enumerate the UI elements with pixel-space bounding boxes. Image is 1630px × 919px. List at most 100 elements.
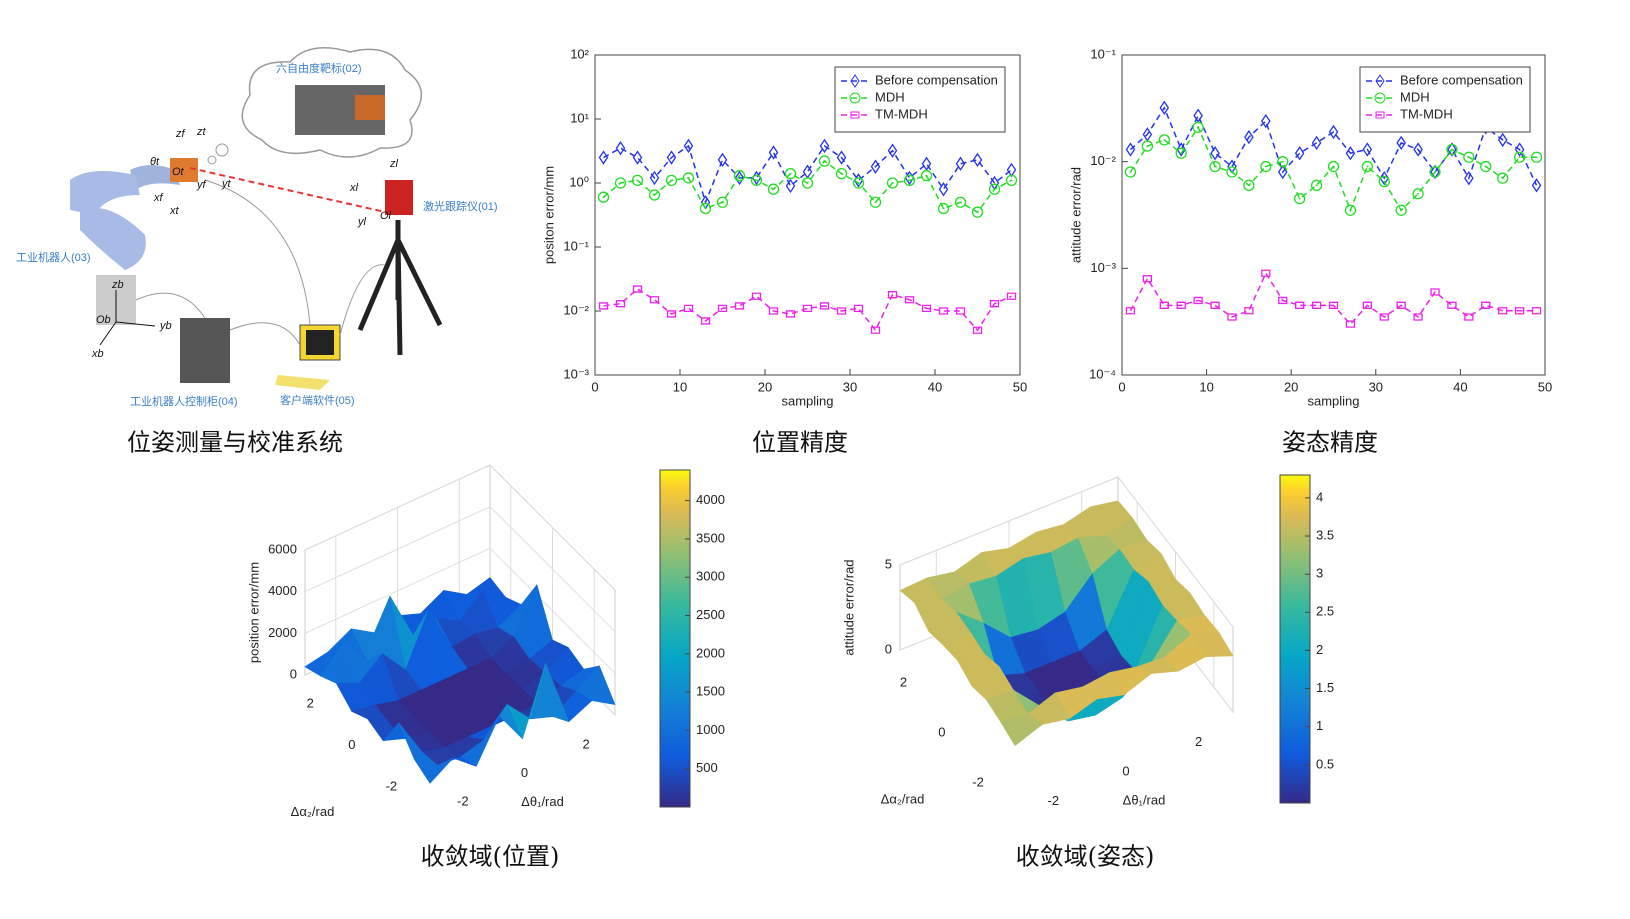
marker <box>1311 301 1322 309</box>
marker <box>1176 301 1186 309</box>
marker <box>1294 193 1306 205</box>
marker <box>836 150 847 165</box>
marker <box>1125 142 1136 157</box>
marker <box>1159 100 1170 115</box>
marker <box>1345 146 1356 161</box>
robot-target <box>170 158 198 182</box>
y-axis-label: attitude error/rad <box>1068 167 1083 263</box>
marker <box>870 159 881 174</box>
marker <box>734 170 745 186</box>
marker <box>1175 147 1187 159</box>
grid-line <box>304 506 616 633</box>
marker <box>1413 142 1423 157</box>
marker <box>801 177 814 189</box>
marker <box>1327 160 1340 173</box>
marker <box>1158 134 1170 146</box>
marker <box>1210 301 1220 309</box>
marker <box>1345 320 1356 328</box>
y-tick-label: 10⁻¹ <box>563 238 589 253</box>
axis-label: zf <box>175 128 186 140</box>
marker <box>903 174 916 186</box>
marker <box>1277 156 1289 168</box>
y-tick-label: 2 <box>307 695 314 710</box>
legend-marker <box>850 111 860 119</box>
marker <box>768 145 779 160</box>
x-tick-label: 10 <box>1199 379 1213 394</box>
marker <box>1209 160 1221 173</box>
colorbar-tick-label: 3500 <box>696 530 725 545</box>
legend-label: MDH <box>1400 89 1430 104</box>
colorbar-tick-label: 1500 <box>696 684 725 699</box>
marker <box>1006 292 1017 300</box>
marker <box>1447 142 1457 157</box>
marker <box>1395 204 1407 216</box>
colorbar <box>659 469 691 808</box>
marker <box>1260 160 1272 173</box>
marker <box>802 304 813 313</box>
marker <box>1210 146 1220 161</box>
grid-line <box>304 547 616 674</box>
x-tick-label: -2 <box>1048 793 1060 808</box>
marker <box>1412 188 1424 200</box>
marker <box>920 170 933 182</box>
caption: 姿态精度 <box>1282 429 1378 457</box>
marker <box>921 304 932 313</box>
axis-label: yf <box>196 179 207 191</box>
label: 六自由度靶标(02) <box>276 61 362 75</box>
marker <box>887 143 898 158</box>
x-tick-label: 20 <box>1284 379 1298 394</box>
marker <box>1244 129 1254 145</box>
marker <box>971 206 984 218</box>
marker <box>818 155 831 167</box>
marker <box>853 304 864 313</box>
marker <box>1530 151 1543 163</box>
marker <box>1227 313 1237 321</box>
z-axis-label: attitude error/rad <box>841 559 856 655</box>
axis-label: xt <box>169 205 180 217</box>
legend-marker <box>850 74 860 88</box>
marker <box>1531 307 1542 315</box>
marker <box>615 300 626 308</box>
marker <box>1294 146 1305 161</box>
legend-label: Before compensation <box>1400 72 1523 87</box>
colorbar-tick-label: 0.5 <box>1316 756 1334 771</box>
marker <box>682 172 695 184</box>
colorbar-tick-label: 1000 <box>696 722 725 737</box>
colorbar-tick-label: 4 <box>1316 489 1323 504</box>
marker <box>1362 301 1372 309</box>
cloud-dot <box>207 155 217 165</box>
marker <box>1513 151 1526 163</box>
marker <box>1310 179 1323 191</box>
base-frame <box>99 290 156 346</box>
axis-label: xf <box>153 192 164 204</box>
legend-label: TM-MDH <box>875 106 928 121</box>
series-line <box>603 144 1012 205</box>
marker <box>1125 307 1136 315</box>
cable <box>135 179 386 346</box>
y-axis-label: positon error/mm <box>541 166 556 264</box>
marker <box>1464 313 1474 321</box>
marker <box>750 174 763 186</box>
marker <box>1379 171 1390 186</box>
axis-label: yb <box>159 320 172 332</box>
marker <box>1244 307 1254 315</box>
marker <box>767 183 780 195</box>
legend-label: Before compensation <box>875 72 998 87</box>
x-tick-label: 30 <box>843 379 857 394</box>
marker <box>904 296 915 304</box>
legend-label: TM-MDH <box>1400 106 1453 121</box>
marker <box>631 174 644 186</box>
axis-label: xl <box>349 182 359 194</box>
laser-beam <box>189 167 386 213</box>
axis-label: Ot <box>172 166 185 178</box>
marker <box>1396 135 1406 151</box>
marker <box>597 191 610 203</box>
y-axis-label: Δα₂/rad <box>881 791 925 806</box>
marker <box>785 310 796 318</box>
marker <box>955 307 966 315</box>
marker <box>954 196 967 208</box>
screen <box>306 330 334 355</box>
marker <box>768 307 779 315</box>
marker <box>835 168 848 180</box>
